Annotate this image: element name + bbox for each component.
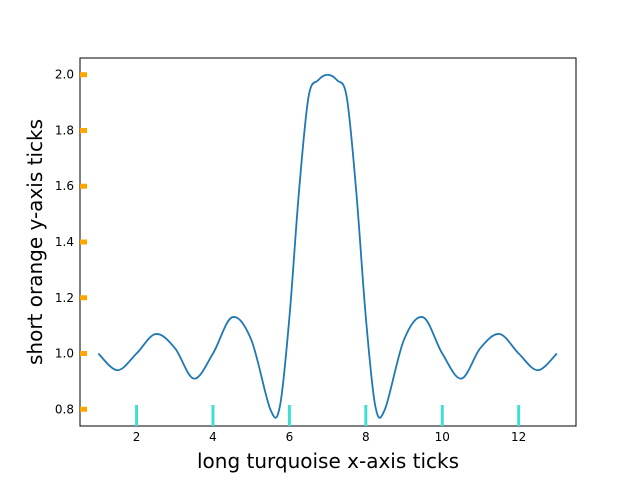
y-axis-label: short orange y-axis ticks xyxy=(23,119,47,365)
y-tick-label-1.8: 1.8 xyxy=(55,123,74,137)
x-axis-ticks: 2 4 6 8 10 12 xyxy=(133,405,526,444)
y-tick-label-2: 2.0 xyxy=(55,68,74,82)
y-tick-label-1: 1.0 xyxy=(55,347,74,361)
series-line-0 xyxy=(97,73,558,419)
x-axis-label: long turquoise x-axis ticks xyxy=(197,449,459,473)
y-tick-label-1.4: 1.4 xyxy=(55,235,74,249)
x-tick-label-2: 2 xyxy=(133,430,141,444)
x-tick-label-4: 4 xyxy=(209,430,217,444)
x-tick-label-8: 8 xyxy=(362,430,370,444)
y-axis-ticks: 0.8 1.0 1.2 1.4 1.6 1.8 2.0 xyxy=(55,68,87,416)
x-tick-label-10: 10 xyxy=(435,430,450,444)
y-tick-label-1.6: 1.6 xyxy=(55,179,74,193)
x-tick-label-6: 6 xyxy=(286,430,294,444)
x-tick-label-12: 12 xyxy=(511,430,526,444)
y-tick-label-1.2: 1.2 xyxy=(55,291,74,305)
y-tick-label-0.8: 0.8 xyxy=(55,402,74,416)
